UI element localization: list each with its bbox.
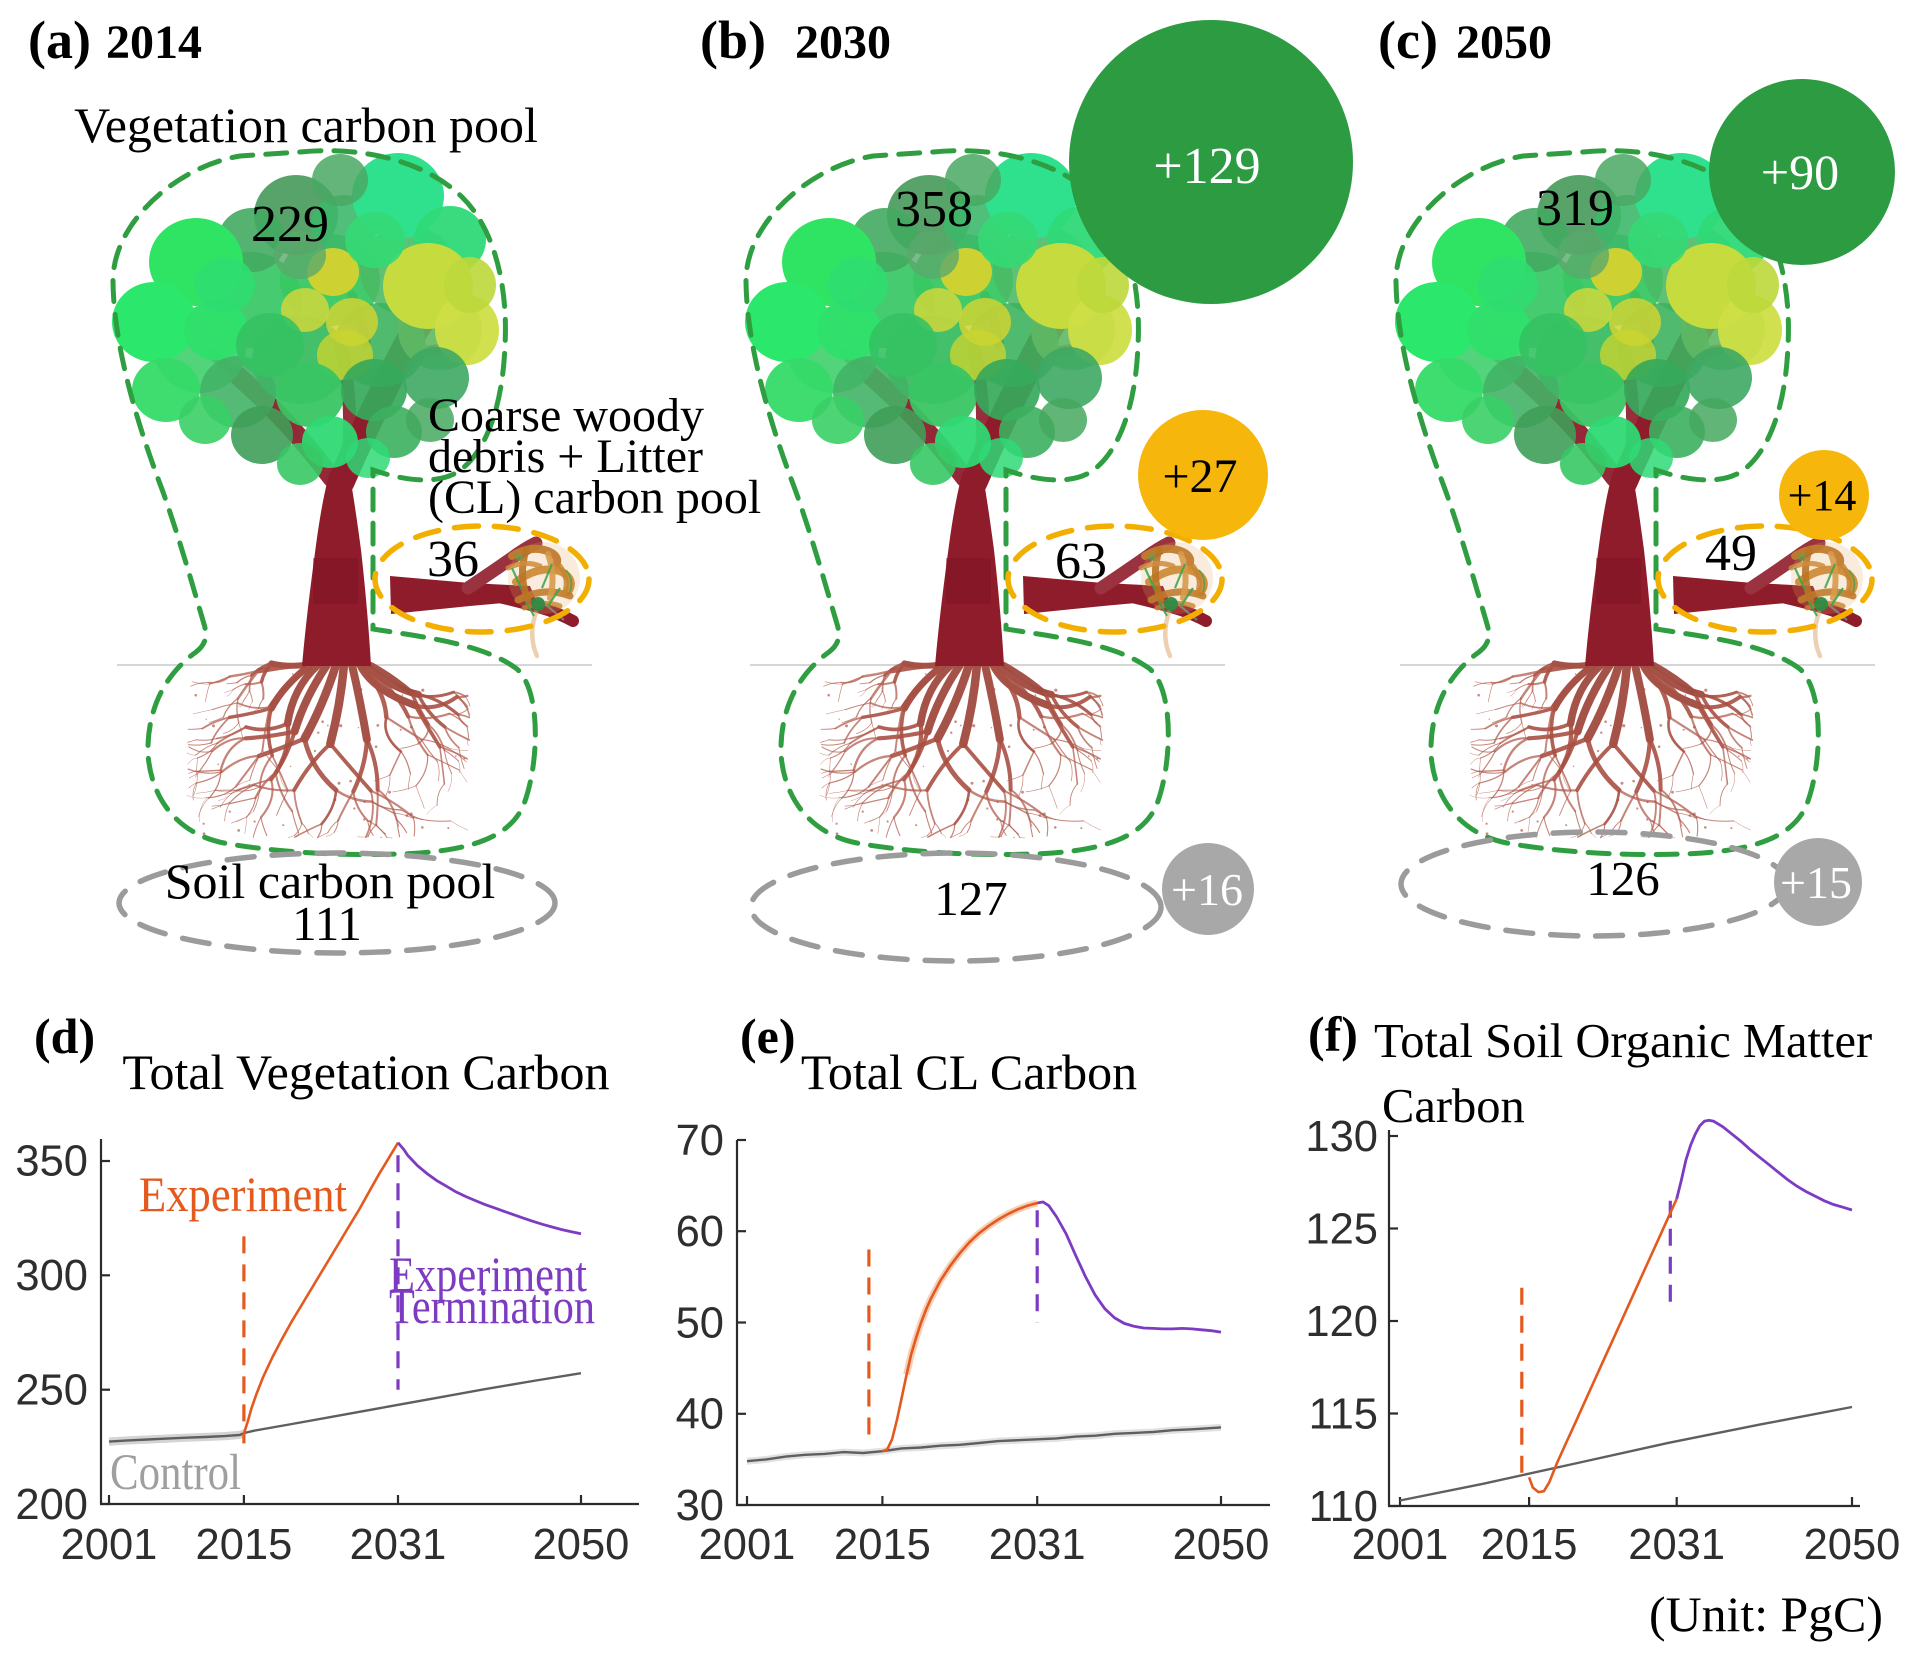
- svg-text:70: 70: [676, 1117, 724, 1165]
- svg-text:+14: +14: [1788, 471, 1857, 520]
- svg-text:+15: +15: [1780, 857, 1852, 908]
- svg-text:30: 30: [676, 1482, 724, 1530]
- svg-text:Vegetation carbon pool: Vegetation carbon pool: [74, 97, 538, 153]
- svg-text:2014: 2014: [106, 16, 202, 69]
- svg-text:Total Vegetation Carbon: Total Vegetation Carbon: [122, 1044, 609, 1100]
- svg-text:(c): (c): [1378, 10, 1438, 70]
- svg-text:(f): (f): [1308, 1006, 1358, 1062]
- svg-text:125: 125: [1305, 1205, 1378, 1253]
- svg-text:120: 120: [1305, 1298, 1378, 1346]
- svg-text:60: 60: [676, 1208, 724, 1256]
- svg-text:2030: 2030: [795, 16, 891, 69]
- svg-text:110: 110: [1309, 1483, 1378, 1531]
- svg-text:350: 350: [15, 1138, 88, 1186]
- svg-text:(CL) carbon pool: (CL) carbon pool: [428, 471, 761, 524]
- svg-text:Termination: Termination: [389, 1278, 595, 1334]
- svg-text:358: 358: [895, 181, 973, 238]
- svg-text:49: 49: [1705, 525, 1757, 582]
- svg-text:Carbon: Carbon: [1382, 1080, 1525, 1133]
- svg-text:Control: Control: [110, 1445, 241, 1501]
- svg-text:(Unit: PgC): (Unit: PgC): [1649, 1586, 1883, 1642]
- svg-text:2050: 2050: [1804, 1521, 1901, 1569]
- svg-text:2050: 2050: [1456, 16, 1552, 69]
- svg-text:Experiment: Experiment: [389, 1246, 587, 1302]
- svg-text:2031: 2031: [989, 1521, 1086, 1569]
- svg-text:Total Soil Organic Matter: Total Soil Organic Matter: [1374, 1015, 1872, 1068]
- svg-text:+16: +16: [1171, 864, 1243, 915]
- svg-text:2001: 2001: [699, 1521, 796, 1569]
- svg-text:36: 36: [427, 531, 479, 588]
- svg-text:Coarse woody: Coarse woody: [428, 389, 704, 442]
- svg-text:127: 127: [934, 871, 1008, 926]
- svg-text:+129: +129: [1153, 138, 1260, 195]
- svg-text:200: 200: [15, 1481, 88, 1529]
- svg-text:229: 229: [251, 196, 329, 253]
- svg-text:2001: 2001: [1352, 1521, 1449, 1569]
- svg-text:300: 300: [15, 1252, 88, 1300]
- svg-text:2050: 2050: [533, 1521, 630, 1569]
- svg-text:50: 50: [676, 1299, 724, 1347]
- svg-text:319: 319: [1536, 180, 1614, 237]
- svg-text:2015: 2015: [1481, 1521, 1578, 1569]
- svg-text:Soil carbon pool: Soil carbon pool: [165, 853, 496, 909]
- svg-text:2031: 2031: [350, 1521, 447, 1569]
- svg-text:Experiment: Experiment: [139, 1166, 347, 1222]
- svg-text:2031: 2031: [1628, 1521, 1725, 1569]
- svg-text:(e): (e): [740, 1008, 796, 1064]
- svg-text:115: 115: [1309, 1390, 1378, 1438]
- svg-text:2050: 2050: [1173, 1521, 1270, 1569]
- svg-text:126: 126: [1586, 851, 1660, 906]
- svg-text:+27: +27: [1162, 450, 1237, 503]
- svg-text:(d): (d): [34, 1008, 95, 1064]
- svg-text:250: 250: [15, 1366, 88, 1414]
- svg-text:63: 63: [1055, 533, 1107, 590]
- svg-text:debris + Litter: debris + Litter: [428, 430, 703, 483]
- svg-text:111: 111: [292, 896, 362, 951]
- svg-text:Total CL Carbon: Total CL Carbon: [801, 1044, 1137, 1100]
- svg-text:(a): (a): [28, 10, 91, 70]
- svg-text:2001: 2001: [61, 1521, 158, 1569]
- svg-text:130: 130: [1305, 1113, 1378, 1161]
- svg-text:(b): (b): [700, 10, 766, 70]
- svg-text:2015: 2015: [834, 1521, 931, 1569]
- svg-text:+90: +90: [1761, 144, 1839, 200]
- svg-text:40: 40: [676, 1391, 724, 1439]
- svg-text:2015: 2015: [196, 1521, 293, 1569]
